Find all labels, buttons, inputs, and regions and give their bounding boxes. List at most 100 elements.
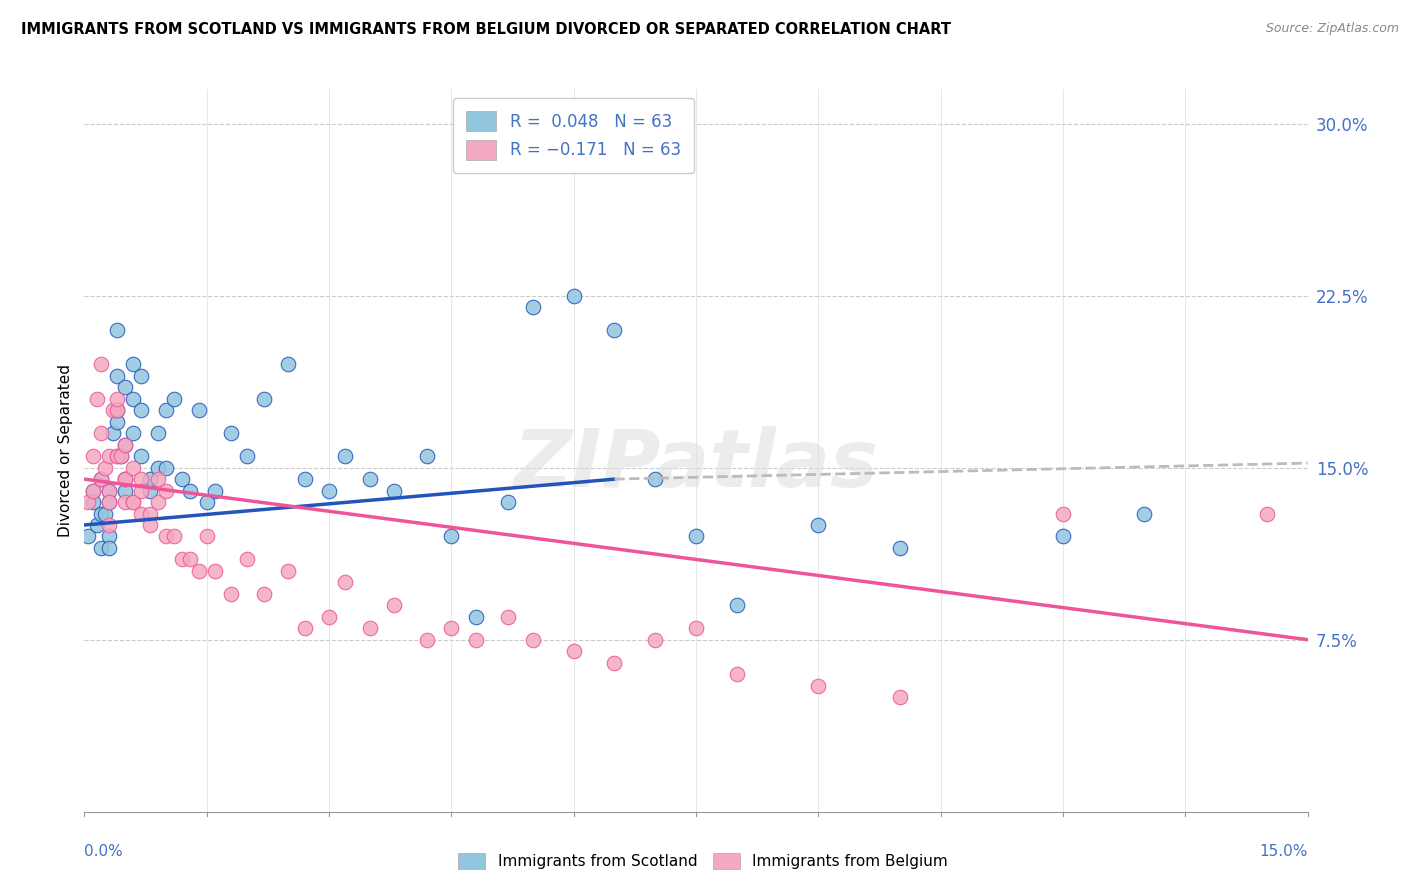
Point <box>101 403 124 417</box>
Point <box>131 483 153 498</box>
Text: Source: ZipAtlas.com: Source: ZipAtlas.com <box>1265 22 1399 36</box>
Point <box>172 552 194 566</box>
Point <box>122 392 145 406</box>
Point <box>603 323 626 337</box>
Point <box>179 483 201 498</box>
Point <box>105 403 128 417</box>
Point <box>204 483 226 498</box>
Point <box>155 529 177 543</box>
Point <box>685 621 707 635</box>
Point <box>105 449 128 463</box>
Point <box>603 656 626 670</box>
Legend: R =  0.048   N = 63, R = −0.171   N = 63: R = 0.048 N = 63, R = −0.171 N = 63 <box>453 97 695 173</box>
Point <box>82 483 104 498</box>
Point <box>294 472 316 486</box>
Point <box>114 380 136 394</box>
Point <box>131 472 153 486</box>
Point <box>416 632 439 647</box>
Legend: Immigrants from Scotland, Immigrants from Belgium: Immigrants from Scotland, Immigrants fro… <box>451 847 955 875</box>
Point <box>644 472 666 486</box>
Point <box>464 632 486 647</box>
Point <box>498 495 520 509</box>
Point <box>277 564 299 578</box>
Point <box>97 541 120 555</box>
Point <box>90 472 112 486</box>
Point <box>219 587 242 601</box>
Point <box>163 529 186 543</box>
Point <box>253 392 276 406</box>
Point <box>562 644 585 658</box>
Point <box>97 483 120 498</box>
Point <box>155 403 177 417</box>
Point <box>93 460 115 475</box>
Point <box>1052 507 1074 521</box>
Point <box>131 368 153 383</box>
Point <box>725 599 748 613</box>
Point <box>90 472 112 486</box>
Point <box>522 300 544 314</box>
Point <box>1052 529 1074 543</box>
Point <box>97 483 120 498</box>
Point <box>114 495 136 509</box>
Point <box>90 358 112 372</box>
Point <box>114 472 136 486</box>
Point <box>318 609 340 624</box>
Point <box>105 392 128 406</box>
Point <box>725 667 748 681</box>
Point <box>105 403 128 417</box>
Point <box>335 575 357 590</box>
Point <box>277 358 299 372</box>
Point <box>146 472 169 486</box>
Point <box>889 541 911 555</box>
Point <box>131 449 153 463</box>
Point <box>105 323 128 337</box>
Point <box>86 392 108 406</box>
Point <box>101 426 124 441</box>
Point <box>172 472 194 486</box>
Point <box>464 609 486 624</box>
Point <box>807 679 830 693</box>
Point <box>644 632 666 647</box>
Point <box>382 599 405 613</box>
Point <box>93 507 115 521</box>
Point <box>335 449 357 463</box>
Point <box>131 507 153 521</box>
Point <box>97 495 120 509</box>
Point <box>1133 507 1156 521</box>
Point <box>204 564 226 578</box>
Point <box>146 460 169 475</box>
Point <box>82 449 104 463</box>
Point <box>359 621 381 635</box>
Point <box>97 529 120 543</box>
Point <box>114 472 136 486</box>
Point <box>131 403 153 417</box>
Point <box>146 495 169 509</box>
Text: IMMIGRANTS FROM SCOTLAND VS IMMIGRANTS FROM BELGIUM DIVORCED OR SEPARATED CORREL: IMMIGRANTS FROM SCOTLAND VS IMMIGRANTS F… <box>21 22 950 37</box>
Point <box>105 368 128 383</box>
Point <box>187 403 209 417</box>
Point <box>146 426 169 441</box>
Point <box>522 632 544 647</box>
Text: 0.0%: 0.0% <box>84 844 124 859</box>
Point <box>77 529 100 543</box>
Point <box>105 449 128 463</box>
Point <box>138 483 160 498</box>
Point <box>318 483 340 498</box>
Point <box>110 449 132 463</box>
Point <box>236 449 259 463</box>
Point <box>122 426 145 441</box>
Point <box>187 564 209 578</box>
Point <box>807 518 830 533</box>
Point <box>179 552 201 566</box>
Point <box>253 587 276 601</box>
Point <box>110 449 132 463</box>
Point <box>155 460 177 475</box>
Point <box>359 472 381 486</box>
Point <box>122 358 145 372</box>
Point <box>86 518 108 533</box>
Point <box>685 529 707 543</box>
Point <box>440 529 463 543</box>
Point <box>122 460 145 475</box>
Point <box>155 483 177 498</box>
Point <box>440 621 463 635</box>
